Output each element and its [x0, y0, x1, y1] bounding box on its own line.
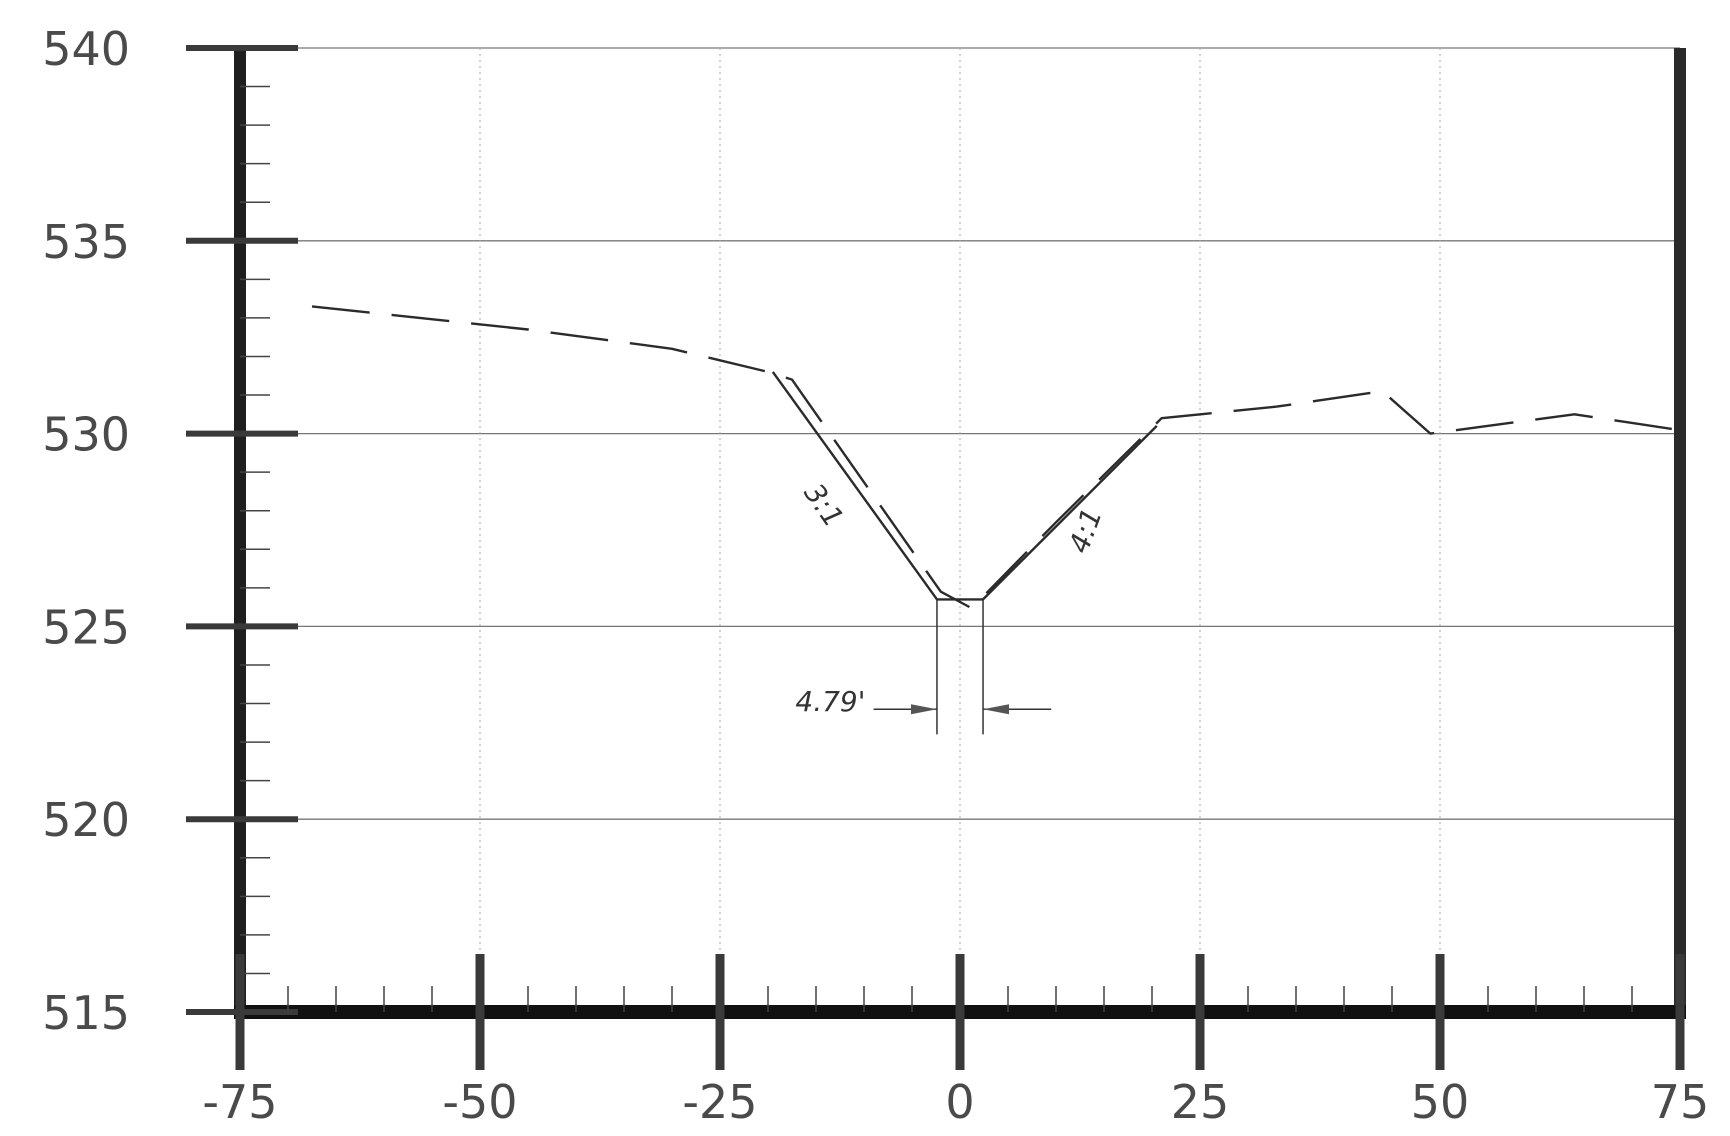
y-tick-label: 515: [42, 986, 130, 1040]
y-tick-label: 535: [42, 215, 130, 269]
y-tick-label: 520: [42, 793, 130, 847]
annotation-label: 4.79': [795, 685, 865, 718]
axes: [186, 45, 1686, 1070]
y-tick-label: 530: [42, 408, 130, 462]
grid-lines: [240, 47, 1680, 1012]
series-lines: [311, 305, 1678, 609]
x-tick-label: 25: [1171, 1075, 1230, 1129]
x-tick-label: 0: [945, 1075, 974, 1129]
x-tick-label: -75: [202, 1075, 277, 1129]
y-tick-label: 540: [42, 22, 130, 76]
x-tick-label: -25: [682, 1075, 757, 1129]
proposed-section-line: [771, 371, 1158, 601]
existing-ground-line: [311, 305, 1678, 609]
x-tick-label: 50: [1411, 1075, 1470, 1129]
x-tick-label: -50: [442, 1075, 517, 1129]
y-tick-label: 525: [42, 600, 130, 654]
annotation-label: 3:1: [797, 477, 850, 533]
tick-labels: 515 520 525 530 535 540 -75 -50 -25 0 25 50 75: [42, 22, 1709, 1129]
x-tick-label: 75: [1651, 1075, 1710, 1129]
